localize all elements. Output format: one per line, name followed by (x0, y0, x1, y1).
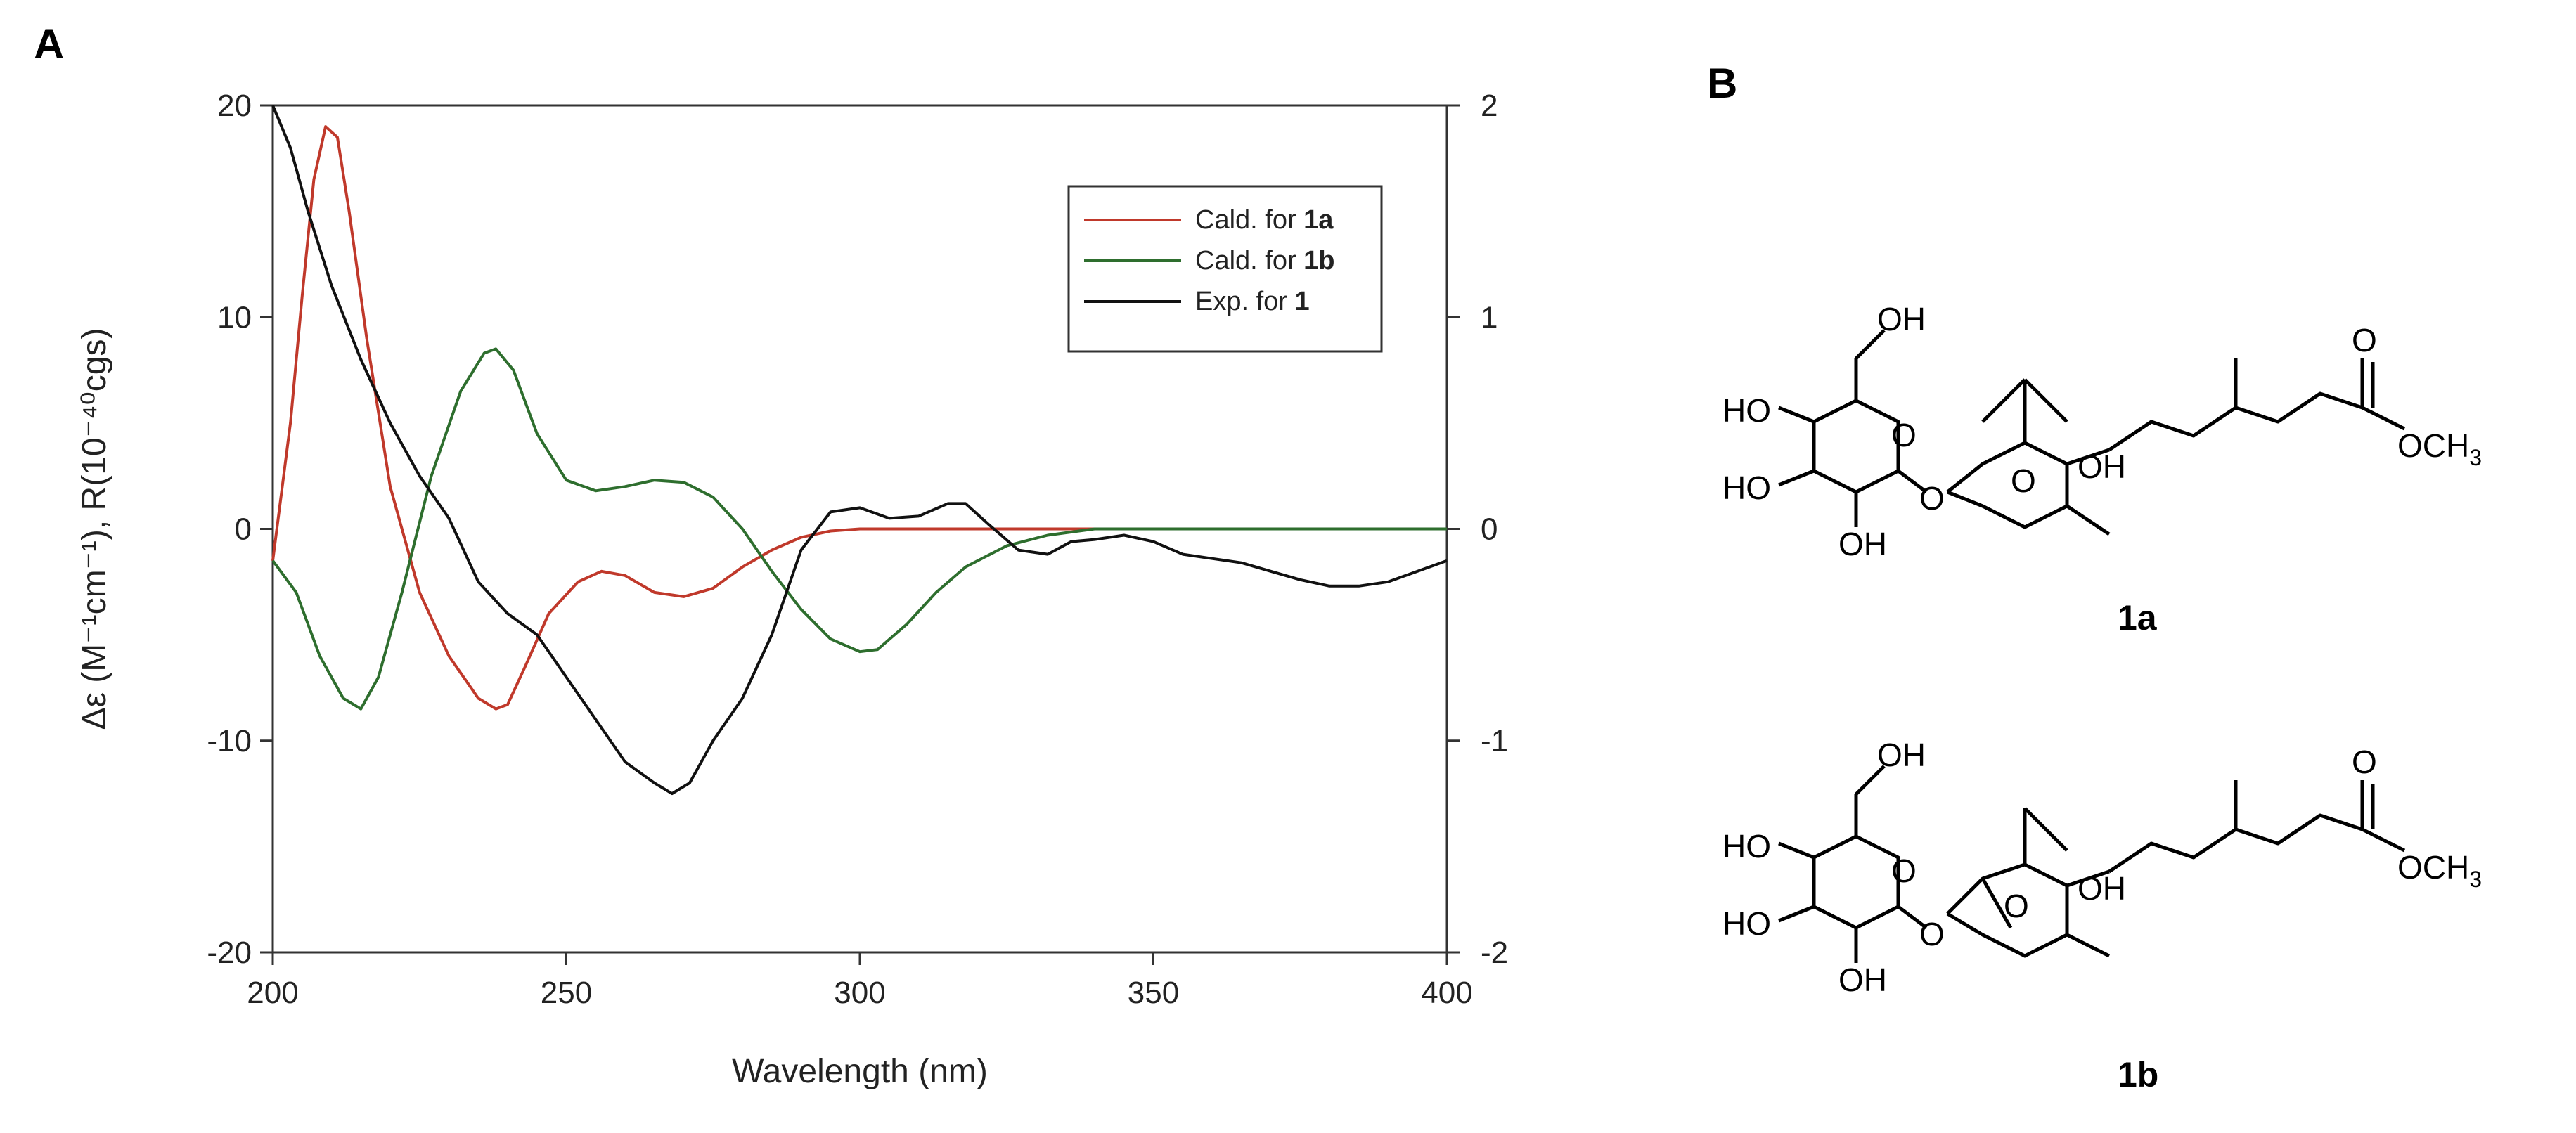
1a-atom-oh-top: OH (1877, 301, 1926, 337)
1b-atom-ho-lower: HO (1722, 905, 1771, 942)
1a-atom-carbonyl-o: O (2352, 322, 2377, 358)
legend-entry-2: Cald. for 1b (1195, 246, 1335, 276)
chemical-structures: OH HO HO OH O O O OH O OCH3 OH HO HO OH … (1722, 301, 2482, 998)
y-left-tick-label: 0 (235, 512, 252, 547)
1a-atom-bridge-o: O (2011, 462, 2036, 499)
1b-atom-glycosidic-o: O (1919, 916, 1945, 952)
y-right-tick-label: -2 (1481, 935, 1508, 970)
structure-1a (1778, 329, 2406, 536)
x-tick-label: 200 (247, 976, 298, 1010)
1a-atom-ho-upper: HO (1722, 392, 1771, 429)
y-right-tick-label: -1 (1481, 724, 1508, 758)
1a-atom-oh-core: OH (2078, 448, 2126, 485)
legend-entry-1: Cald. for 1a (1195, 205, 1334, 235)
panel-b-label: B (1707, 60, 1738, 107)
compound-1a-label: 1a (2118, 598, 2157, 637)
x-tick-label: 400 (1421, 976, 1472, 1010)
1b-atom-oh-top: OH (1877, 737, 1926, 773)
y-left-tick-label: -20 (207, 935, 252, 970)
1b-atom-ho-upper: HO (1722, 828, 1771, 865)
1a-atom-ring-o: O (1891, 417, 1917, 453)
x-tick-label: 300 (834, 976, 885, 1010)
x-axis-title: Wavelength (nm) (732, 1053, 988, 1090)
y-right-tick-label: 0 (1481, 512, 1498, 547)
legend-entry-3: Exp. for 1 (1195, 287, 1310, 316)
x-tick-label: 250 (541, 976, 592, 1010)
structure-1b (1778, 765, 2406, 963)
y-right-tick-label: 2 (1481, 89, 1498, 123)
1b-atom-carbonyl-o: O (2352, 744, 2377, 780)
1a-atom-glycosidic-o: O (1919, 480, 1945, 517)
1b-atom-och3: OCH3 (2397, 849, 2482, 892)
series-line-2 (271, 347, 1447, 711)
compound-1b-label: 1b (2118, 1055, 2159, 1094)
series-line-1 (271, 125, 1447, 711)
y-left-tick-label: 20 (217, 89, 252, 123)
y-axis-left-title: Δε (M⁻¹cm⁻¹), R(10⁻⁴⁰cgs) (76, 328, 113, 730)
series-line-3 (271, 105, 1448, 796)
legend-box (1067, 185, 1383, 353)
y-left-tick-label: -10 (207, 724, 252, 758)
1a-atom-oh-bottom: OH (1838, 526, 1887, 562)
y-right-tick-label: 1 (1481, 300, 1498, 335)
panel-a-label: A (34, 20, 65, 67)
y-left-tick-label: 10 (217, 300, 252, 335)
1b-atom-ring-o: O (1891, 853, 1917, 889)
1b-atom-bridge-o: O (2004, 888, 2029, 924)
x-tick-label: 350 (1128, 976, 1179, 1010)
1a-atom-ho-lower: HO (1722, 470, 1771, 506)
1a-atom-och3: OCH3 (2397, 427, 2482, 470)
1b-atom-oh-core: OH (2078, 870, 2126, 907)
1b-atom-oh-bottom: OH (1838, 962, 1887, 998)
